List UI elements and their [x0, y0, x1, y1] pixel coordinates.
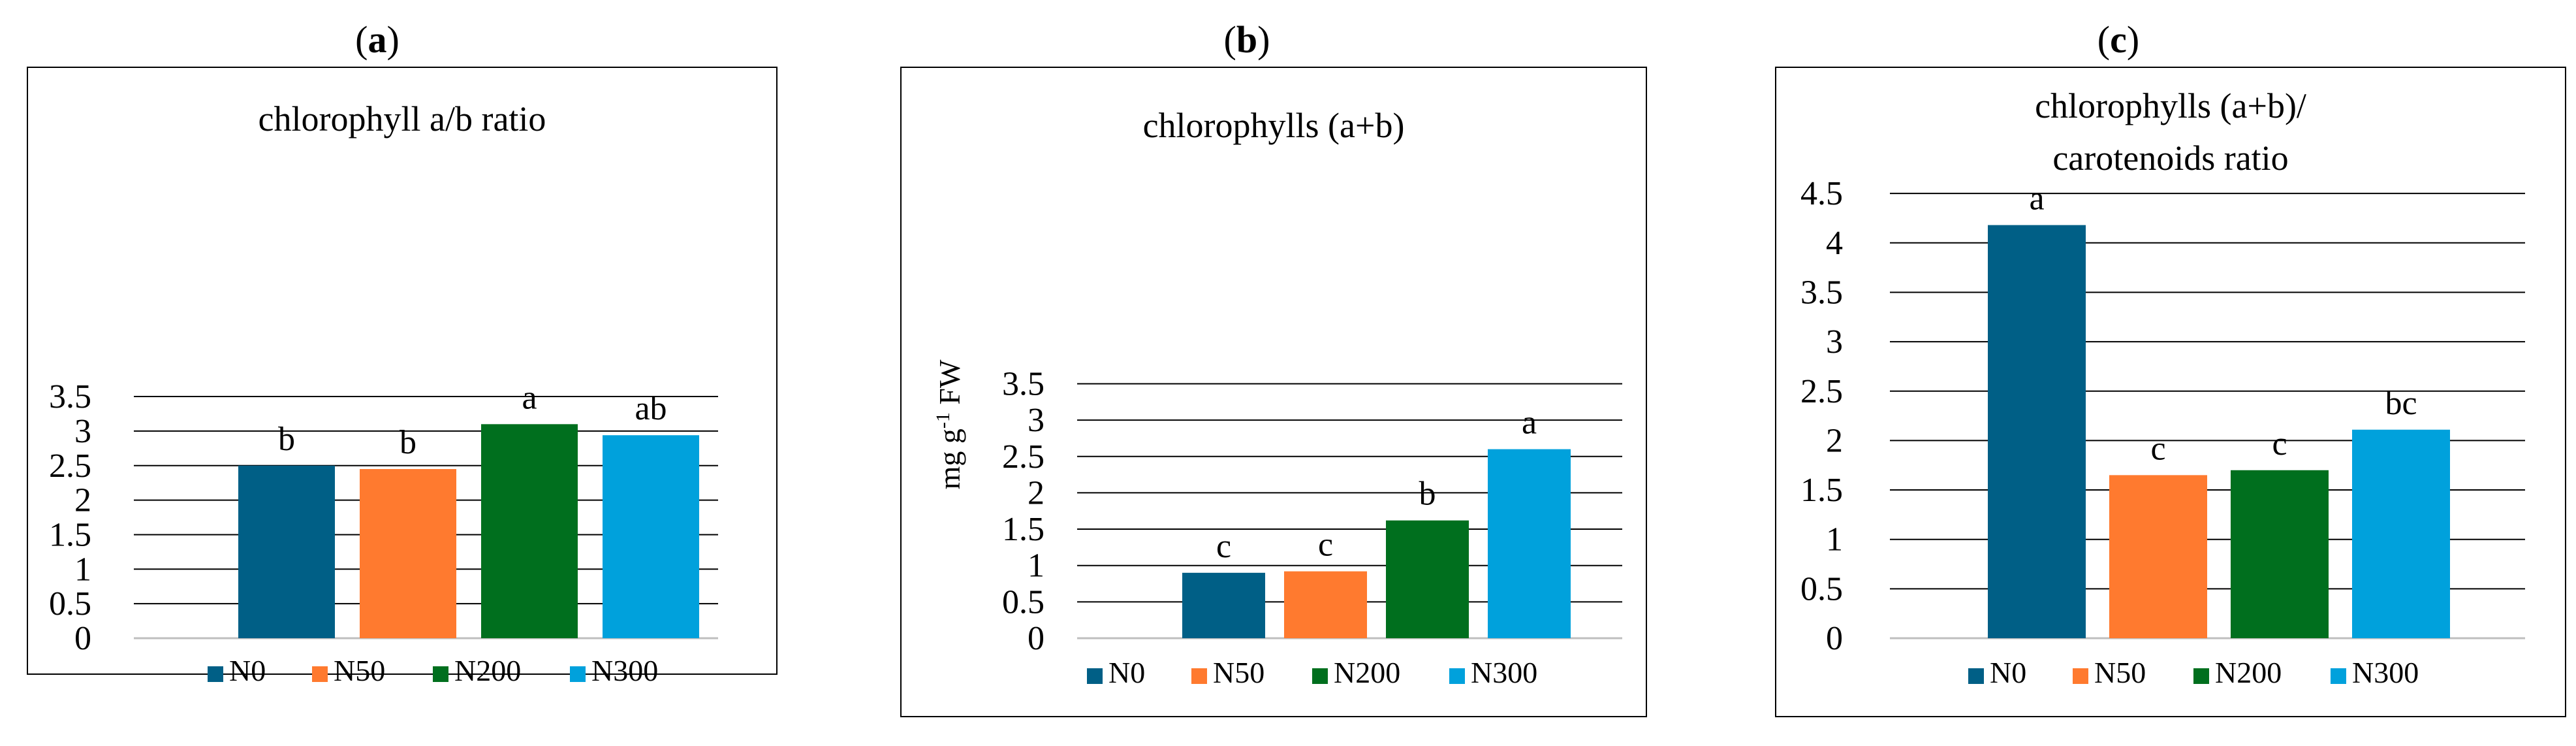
legend-label: N0: [229, 654, 266, 687]
significance-letter: c: [2272, 425, 2287, 462]
panel-letter: a: [368, 18, 387, 61]
y-tick-label: 3: [74, 413, 91, 450]
panel-label: (b): [1224, 18, 1270, 61]
legend-label: N300: [1471, 656, 1537, 689]
y-tick-label: 1: [1028, 547, 1045, 585]
bar-n50: [2109, 475, 2207, 638]
y-tick-label: 3.5: [1800, 274, 1843, 311]
legend-label: N0: [1990, 656, 2026, 689]
y-tick-label: 4.5: [1800, 175, 1843, 212]
legend-label: N50: [2094, 656, 2146, 689]
y-tick-label: 0.5: [49, 585, 91, 623]
y-tick-label: 0.5: [1002, 583, 1045, 621]
legend-swatch: [433, 666, 448, 682]
significance-letter: b: [1419, 476, 1436, 513]
significance-letter: ab: [635, 390, 667, 427]
legend-swatch: [2331, 668, 2346, 684]
panel-frame: [900, 67, 1647, 717]
y-axis-label-part: FW: [933, 359, 966, 412]
chart-panel-a: (a) chlorophyll a/b ratio 00.511.522.533.5…: [27, 18, 778, 687]
legend-label: N300: [591, 654, 658, 687]
significance-letter: c: [1318, 527, 1333, 564]
y-tick-label: 2.5: [49, 447, 91, 485]
legend-label: N50: [1213, 656, 1264, 689]
legend-label: N300: [2352, 656, 2419, 689]
significance-letter: a: [1522, 404, 1537, 442]
bar-n200: [1386, 520, 1469, 638]
y-axis-label-part: mg g: [933, 429, 966, 489]
y-tick-label: 2.5: [1800, 373, 1843, 410]
significance-letter: c: [1216, 528, 1231, 565]
legend-swatch: [1087, 668, 1103, 684]
y-axis-label: mg g-1 FW: [932, 359, 967, 489]
bar-n0: [238, 465, 335, 638]
significance-letter: a: [2029, 180, 2044, 218]
y-tick-label: 0: [1028, 620, 1045, 657]
panel-frame: [1775, 67, 2566, 717]
legend-swatch: [208, 666, 223, 682]
legend-swatch: [1312, 668, 1328, 684]
significance-letter: b: [278, 421, 295, 458]
legend-label: N200: [1334, 656, 1400, 689]
significance-letter: a: [522, 379, 537, 416]
legend-swatch: [570, 666, 586, 682]
bar-n300: [1488, 449, 1571, 638]
chart-title: chlorophylls (a+b): [1143, 106, 1405, 145]
panel-letter: b: [1236, 18, 1257, 61]
legend-swatch: [1449, 668, 1465, 684]
panel-letter: c: [2110, 18, 2127, 61]
bar-n300: [2352, 429, 2450, 638]
bar-n200: [481, 424, 578, 638]
bar-n0: [1182, 572, 1265, 638]
y-tick-label: 1.5: [49, 516, 91, 553]
bar-n0: [1988, 225, 2086, 638]
legend: N0 N50 N200 N300: [1087, 656, 1537, 689]
panel-frame: [27, 67, 778, 675]
legend-swatch: [312, 666, 328, 682]
significance-letter: c: [2150, 430, 2165, 467]
chart-title: carotenoids ratio: [2052, 138, 2288, 178]
y-tick-label: 0: [1826, 620, 1843, 657]
y-tick-label: 1.5: [1800, 472, 1843, 509]
legend-label: N50: [334, 654, 385, 687]
y-tick-label: 3.5: [49, 378, 91, 415]
bar-n50: [1284, 571, 1367, 638]
legend: N0 N50 N200 N300: [1968, 656, 2419, 689]
legend: N0 N50 N200 N300: [208, 654, 658, 687]
chart-panel-c: (c) chlorophylls (a+b)/ carotenoids ratio 0…: [1775, 18, 2566, 717]
bar-n50: [360, 469, 456, 638]
y-tick-label: 2: [74, 482, 91, 519]
legend-label: N200: [454, 654, 521, 687]
bar-n300: [603, 435, 699, 638]
y-tick-label: 0: [74, 620, 91, 657]
legend-label: N0: [1108, 656, 1145, 689]
significance-letter: bc: [2385, 385, 2417, 422]
chart-panel-b: (b) chlorophylls (a+b) 00.511.522.533.5 mg …: [900, 18, 1647, 717]
y-tick-label: 1.5: [1002, 511, 1045, 548]
significance-letter: b: [400, 424, 416, 461]
y-tick-label: 2: [1028, 474, 1045, 511]
y-tick-label: 3.5: [1002, 365, 1045, 402]
y-tick-label: 2: [1826, 422, 1843, 459]
y-tick-label: 3: [1028, 402, 1045, 439]
y-tick-label: 4: [1826, 225, 1843, 262]
y-tick-label: 2.5: [1002, 438, 1045, 476]
legend-swatch: [2073, 668, 2088, 684]
y-tick-label: 1: [74, 551, 91, 588]
bar-n200: [2231, 470, 2329, 638]
y-tick-label: 1: [1826, 521, 1843, 559]
legend-swatch: [1968, 668, 1984, 684]
legend-swatch: [1191, 668, 1207, 684]
chart-title: chlorophylls (a+b)/: [2035, 86, 2306, 125]
legend-swatch: [2193, 668, 2209, 684]
y-axis-label-part: -1: [932, 412, 954, 429]
chart-title: chlorophyll a/b ratio: [259, 99, 546, 138]
panel-label: (a): [355, 18, 400, 61]
panel-label: (c): [2097, 18, 2139, 61]
y-tick-label: 0.5: [1800, 570, 1843, 608]
y-tick-label: 3: [1826, 323, 1843, 361]
legend-label: N200: [2215, 656, 2282, 689]
